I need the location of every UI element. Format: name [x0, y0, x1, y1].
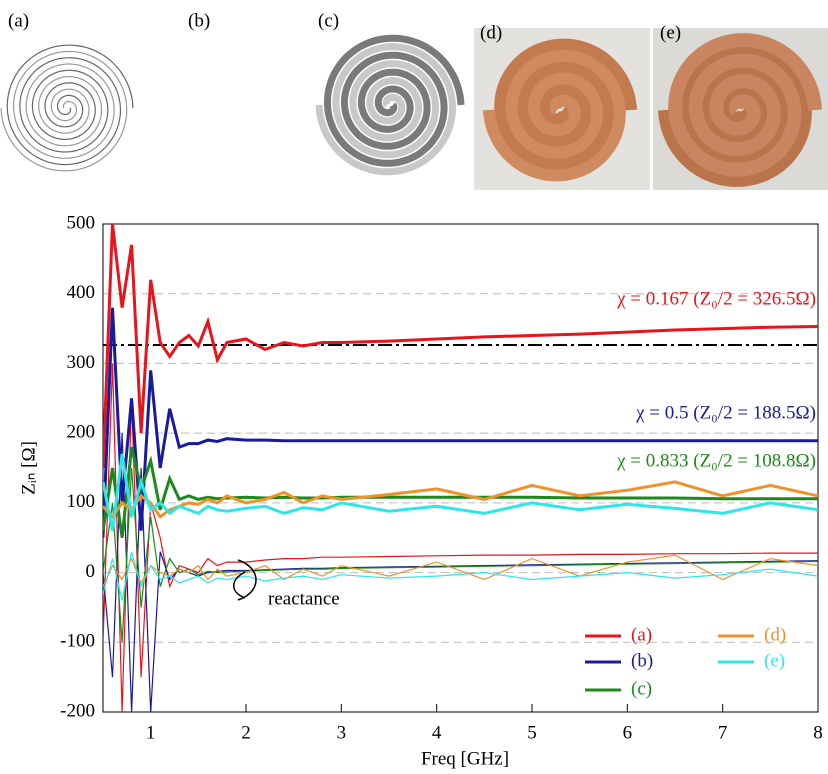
legend-label: (a) — [631, 624, 652, 645]
annotation: χ = 0.833 (Z₀/2 = 108.8Ω) — [616, 450, 816, 471]
panel-label: (d) — [480, 22, 502, 43]
legend-label: (c) — [631, 678, 652, 699]
y-tick-label: 0 — [86, 561, 96, 582]
x-tick-label: 4 — [432, 722, 442, 743]
resistance-line — [103, 453, 818, 531]
spiral-arm — [6, 44, 134, 166]
spiral-arm — [668, 33, 822, 177]
y-tick-label: 200 — [67, 422, 96, 443]
plot-area — [103, 224, 818, 712]
spiral-arm — [658, 43, 812, 187]
annotation: reactance — [268, 588, 340, 609]
legend-label: (d) — [764, 624, 786, 645]
resistance-line — [103, 307, 818, 538]
spiral-arm — [315, 43, 456, 176]
annotation: χ = 0.5 (Z₀/2 = 188.5Ω) — [635, 402, 816, 423]
spiral-arm — [494, 38, 637, 171]
y-tick-label: 500 — [67, 212, 96, 233]
spiral-arm — [324, 34, 465, 167]
reactance-line — [103, 467, 818, 643]
spiral-arm — [483, 49, 626, 182]
x-axis-label: Freq [GHz] — [421, 748, 509, 769]
x-tick-label: 3 — [337, 722, 347, 743]
y-tick-label: -100 — [60, 631, 95, 652]
panel-label: (b) — [188, 10, 210, 31]
resistance-line — [103, 446, 818, 538]
x-tick-label: 7 — [718, 722, 728, 743]
y-tick-label: -200 — [60, 700, 95, 721]
y-tick-label: 100 — [67, 491, 96, 512]
reactance-line — [103, 433, 818, 712]
panel-label: (a) — [8, 10, 29, 31]
panel-label: (e) — [660, 22, 681, 43]
legend-label: (b) — [631, 650, 653, 671]
annotation: χ = 0.167 (Z₀/2 = 326.5Ω) — [616, 288, 816, 309]
resistance-line — [103, 224, 818, 469]
legend-label: (e) — [764, 650, 785, 671]
x-tick-label: 8 — [813, 722, 823, 743]
y-axis-label: Zᵢₙ [Ω] — [18, 441, 39, 495]
panel-label: (c) — [318, 10, 339, 31]
y-tick-label: 300 — [67, 352, 96, 373]
x-tick-label: 1 — [146, 722, 156, 743]
spiral-arm — [0, 50, 128, 172]
x-tick-label: 6 — [623, 722, 633, 743]
reactance-marker — [233, 559, 257, 601]
y-tick-label: 400 — [67, 282, 96, 303]
x-tick-label: 5 — [527, 722, 537, 743]
x-tick-label: 2 — [241, 722, 251, 743]
